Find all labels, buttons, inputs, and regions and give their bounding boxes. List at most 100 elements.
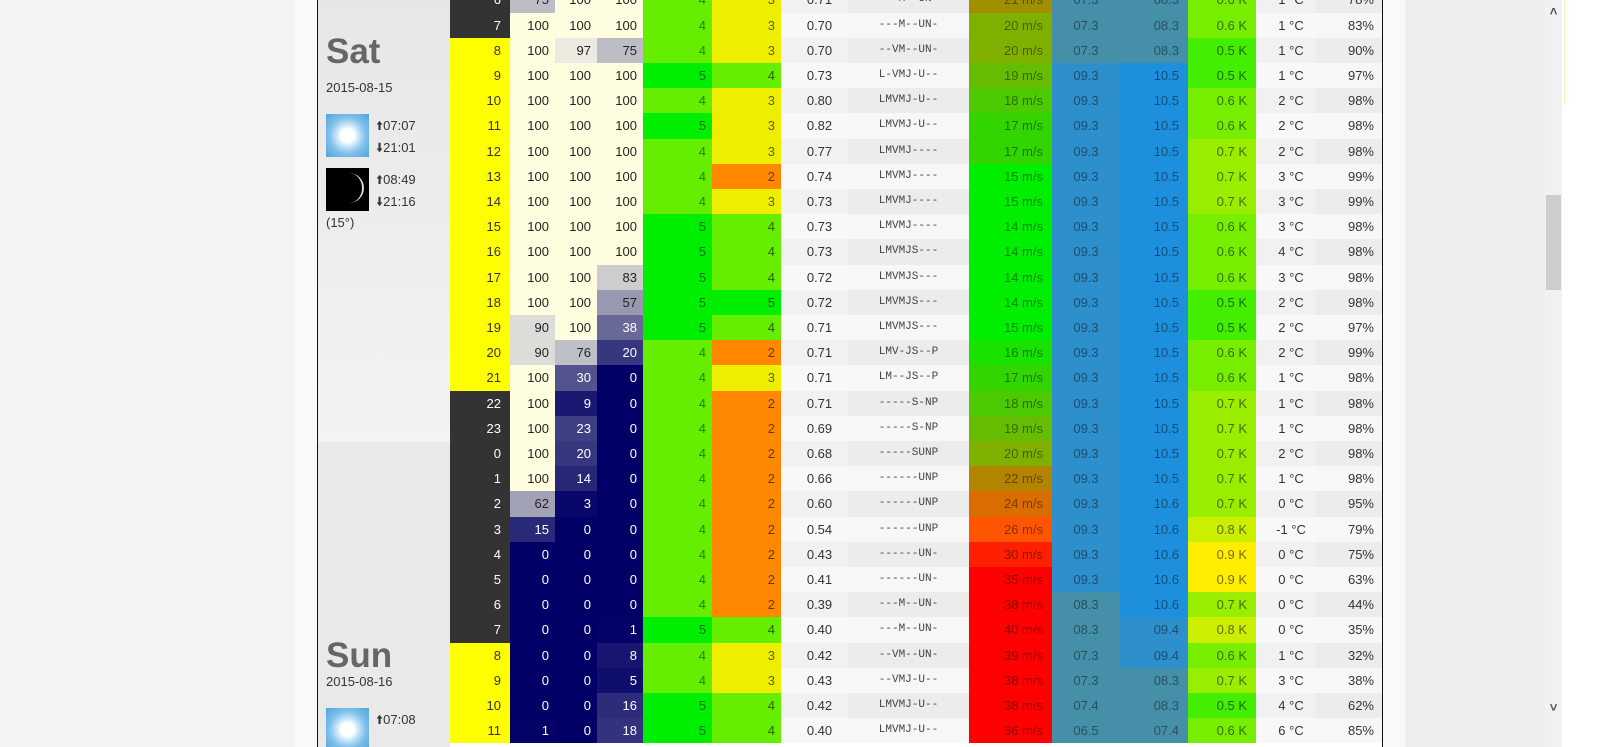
score2-cell: 3 xyxy=(712,365,781,391)
temperature-cell: 2 °C xyxy=(1256,315,1316,341)
cloud-mid-cell: 100 xyxy=(555,88,597,114)
score2-cell: 3 xyxy=(712,12,781,38)
score1-cell: 4 xyxy=(643,642,712,668)
seeing1-cell: 09.3 xyxy=(1052,340,1120,366)
forecast-table: Sat 2015-08-15 🠩07:07 🠫21:01 🠩08:49 🠫21:… xyxy=(317,0,1383,747)
cloud-mid-cell: 23 xyxy=(555,415,597,441)
seeing1-cell: 09.3 xyxy=(1052,365,1120,391)
cloud-mid-cell: 20 xyxy=(555,441,597,467)
cloud-low-cell: 100 xyxy=(510,88,555,114)
seeing2-cell: 10.5 xyxy=(1120,88,1188,114)
cloud-mid-cell: 0 xyxy=(555,567,597,593)
scrollbar-thumb[interactable] xyxy=(1546,195,1561,290)
k-cell: 0.7 K xyxy=(1188,667,1256,693)
k-cell: 0.6 K xyxy=(1188,718,1256,744)
humidity-cell: 97% xyxy=(1316,63,1382,89)
scroll-up-icon[interactable]: ˄ xyxy=(1549,4,1558,19)
code-cell: LMVMJ---- xyxy=(848,138,969,164)
humidity-cell: 63% xyxy=(1316,567,1382,593)
cloud-high-cell: 83 xyxy=(597,264,643,290)
seeing2-cell: 10.6 xyxy=(1120,541,1188,567)
cloud-low-cell: 0 xyxy=(510,693,555,719)
seeing1-cell: 09.3 xyxy=(1052,541,1120,567)
value-cell: 0.54 xyxy=(781,516,848,542)
cloud-low-cell: 100 xyxy=(510,189,555,215)
day-date: 2015-08-16 xyxy=(326,674,393,689)
right-pane xyxy=(1405,0,1545,747)
seeing1-cell: 07.3 xyxy=(1052,642,1120,668)
vertical-scrollbar[interactable]: ˄ ˅ xyxy=(1545,0,1562,747)
wind-cell: 14 m/s xyxy=(969,264,1052,290)
table-row: 22 100 9 0 4 2 0.71 -----S-NP 18 m/s 09.3 10.5 0.7 … xyxy=(450,390,1382,416)
cloud-mid-cell: 0 xyxy=(555,516,597,542)
cloud-low-cell: 90 xyxy=(510,340,555,366)
wind-cell: 39 m/s xyxy=(969,642,1052,668)
value-cell: 0.39 xyxy=(781,592,848,618)
table-row: 1 100 14 0 4 2 0.66 ------UNP 22 m/s 09.3 10.5 0.7 … xyxy=(450,466,1382,492)
wind-cell: 14 m/s xyxy=(969,289,1052,315)
temperature-cell: -1 °C xyxy=(1256,516,1316,542)
cloud-mid-cell: 100 xyxy=(555,214,597,240)
value-cell: 0.42 xyxy=(781,693,848,719)
code-cell: ---M--UN- xyxy=(848,617,969,643)
cloud-low-cell: 15 xyxy=(510,516,555,542)
seeing1-cell: 09.3 xyxy=(1052,189,1120,215)
scroll-down-icon[interactable]: ˅ xyxy=(1549,700,1558,715)
score2-cell: 4 xyxy=(712,239,781,265)
code-cell: --VM--UN- xyxy=(848,642,969,668)
seeing2-cell: 10.5 xyxy=(1120,214,1188,240)
score1-cell: 4 xyxy=(643,163,712,189)
cloud-mid-cell: 0 xyxy=(555,617,597,643)
hour-cell: 7 xyxy=(450,617,510,643)
code-cell: L-VMJ-U-- xyxy=(848,63,969,89)
cloud-low-cell: 100 xyxy=(510,37,555,63)
seeing1-cell: 08.3 xyxy=(1052,592,1120,618)
value-cell: 0.73 xyxy=(781,214,848,240)
seeing2-cell: 08.3 xyxy=(1120,12,1188,38)
hour-cell: 8 xyxy=(450,37,510,63)
hour-cell: 23 xyxy=(450,415,510,441)
arrow-down-icon: 🠫 xyxy=(376,194,384,209)
temperature-cell: 1 °C xyxy=(1256,0,1316,13)
score1-cell: 4 xyxy=(643,441,712,467)
seeing1-cell: 09.3 xyxy=(1052,88,1120,114)
seeing1-cell: 08.3 xyxy=(1052,617,1120,643)
code-cell: LMVMJS--- xyxy=(848,315,969,341)
table-row: 10 100 100 100 4 3 0.80 LMVMJ-U-- 18 m/s 09.3 10.5… xyxy=(450,88,1382,114)
value-cell: 0.71 xyxy=(781,340,848,366)
code-cell: -----SUNP xyxy=(848,441,969,467)
value-cell: 0.72 xyxy=(781,289,848,315)
cloud-mid-cell: 97 xyxy=(555,37,597,63)
score1-cell: 5 xyxy=(643,113,712,139)
value-cell: 0.42 xyxy=(781,642,848,668)
cloud-low-cell: 0 xyxy=(510,617,555,643)
score1-cell: 4 xyxy=(643,466,712,492)
sunrise-time: 🠩07:07 xyxy=(376,118,416,133)
table-row: 21 100 30 0 4 3 0.71 LM--JS--P 17 m/s 09.3 10.5 0.6… xyxy=(450,365,1382,391)
score1-cell: 5 xyxy=(643,214,712,240)
temperature-cell: 0 °C xyxy=(1256,541,1316,567)
k-cell: 0.6 K xyxy=(1188,113,1256,139)
cloud-high-cell: 0 xyxy=(597,592,643,618)
score2-cell: 2 xyxy=(712,516,781,542)
wind-cell: 15 m/s xyxy=(969,315,1052,341)
page-edge xyxy=(1562,0,1600,747)
humidity-cell: 98% xyxy=(1316,138,1382,164)
temperature-cell: 1 °C xyxy=(1256,390,1316,416)
wind-cell: 20 m/s xyxy=(969,12,1052,38)
value-cell: 0.66 xyxy=(781,466,848,492)
cloud-high-cell: 100 xyxy=(597,189,643,215)
code-cell: ---M--UN- xyxy=(848,592,969,618)
hour-cell: 13 xyxy=(450,163,510,189)
cloud-mid-cell: 100 xyxy=(555,113,597,139)
code-cell: ------UNP xyxy=(848,516,969,542)
cloud-low-cell: 0 xyxy=(510,541,555,567)
code-cell: ------UN- xyxy=(848,567,969,593)
humidity-cell: 98% xyxy=(1316,441,1382,467)
seeing1-cell: 09.3 xyxy=(1052,138,1120,164)
score2-cell: 2 xyxy=(712,567,781,593)
k-cell: 0.6 K xyxy=(1188,214,1256,240)
wind-cell: 20 m/s xyxy=(969,37,1052,63)
